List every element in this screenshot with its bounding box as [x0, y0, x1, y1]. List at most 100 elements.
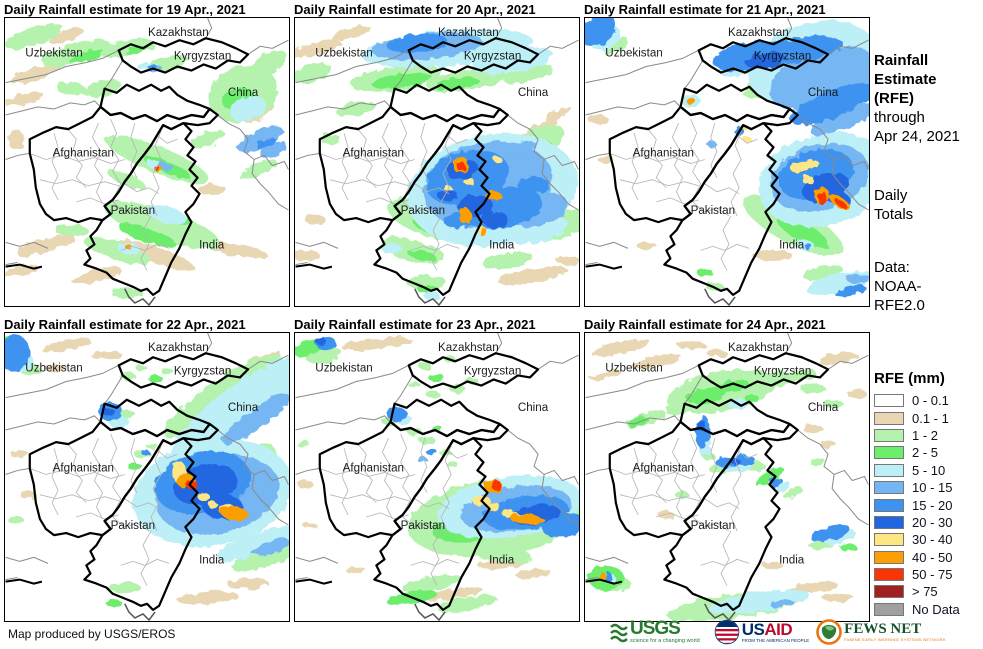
country-label: Pakistan: [111, 519, 156, 532]
country-label: Kyrgyzstan: [754, 49, 811, 62]
country-label: Uzbekistan: [25, 361, 82, 374]
panel-title: Daily Rainfall estimate for 22 Apr., 202…: [4, 317, 246, 332]
legend-row: 15 - 20: [874, 496, 960, 513]
legend-label: No Data: [912, 601, 960, 617]
rainfall-map: Kazakhstan Uzbekistan Kyrgyzstan China Afgha…: [294, 17, 580, 307]
legend-swatch: [874, 428, 904, 442]
legend-swatch: [874, 585, 904, 599]
country-label: Afghanistan: [633, 461, 694, 474]
map-panel-3: Daily Rainfall estimate for 22 Apr., 202…: [4, 317, 290, 622]
legend-row: No Data: [874, 601, 960, 618]
country-label: Kyrgyzstan: [174, 49, 231, 62]
country-label: Pakistan: [691, 204, 736, 217]
panel-title: Daily Rainfall estimate for 21 Apr., 202…: [584, 2, 826, 17]
sidebar-heading: Rainfall Estimate (RFE) through Apr 24, …: [874, 32, 960, 146]
country-label: Afghanistan: [633, 146, 694, 159]
panel-title: Daily Rainfall estimate for 24 Apr., 202…: [584, 317, 826, 332]
country-label: Kazakhstan: [438, 341, 499, 354]
fewsnet-globe-icon: [816, 619, 842, 645]
country-label: Afghanistan: [343, 461, 404, 474]
country-label: Uzbekistan: [605, 361, 662, 374]
legend-label: 0.1 - 1: [912, 410, 949, 426]
maps-grid: Daily Rainfall estimate for 19 Apr., 202…: [4, 2, 870, 622]
legend-swatch: [874, 481, 904, 495]
legend-swatch: [874, 411, 904, 425]
map-panel-5: Daily Rainfall estimate for 24 Apr., 202…: [584, 317, 870, 622]
fewsnet-logo: FEWS NET FAMINE EARLY WARNING SYSTEMS NE…: [816, 619, 946, 645]
country-label: Pakistan: [401, 519, 446, 532]
map-panel-2: Daily Rainfall estimate for 21 Apr., 202…: [584, 2, 870, 307]
legend-label: 2 - 5: [912, 445, 939, 461]
legend-label: 10 - 15: [912, 480, 953, 496]
legend-row: 20 - 30: [874, 514, 960, 531]
usgs-logo: USGS science for a changing world: [610, 619, 700, 645]
legend-swatch: [874, 602, 904, 616]
legend-row: 30 - 40: [874, 531, 960, 548]
country-label: Uzbekistan: [25, 46, 82, 59]
country-label: Kazakhstan: [148, 341, 209, 354]
country-label: China: [808, 86, 839, 99]
usaid-wordmark: USAID: [741, 619, 793, 639]
panel-title: Daily Rainfall estimate for 19 Apr., 202…: [4, 2, 246, 17]
legend-label: 1 - 2: [912, 427, 939, 443]
legend-row: 10 - 15: [874, 479, 960, 496]
panel-title: Daily Rainfall estimate for 20 Apr., 202…: [294, 2, 536, 17]
rfe-through: through Apr 24, 2021: [874, 109, 960, 146]
country-label: Afghanistan: [53, 461, 114, 474]
legend-row: 5 - 10: [874, 462, 960, 479]
rainfall-map: Kazakhstan Uzbekistan Kyrgyzstan China Afgha…: [4, 332, 290, 622]
footer-logos: USGS science for a changing world: [610, 616, 945, 648]
country-label: China: [808, 401, 839, 414]
usgs-wave-icon: [610, 623, 628, 643]
fewsnet-wordmark: FEWS NET: [844, 621, 922, 637]
country-label: India: [779, 238, 805, 251]
legend-label: 30 - 40: [912, 532, 953, 548]
legend-row: 1 - 2: [874, 427, 960, 444]
legend-swatch: [874, 568, 904, 582]
usaid-tagline: FROM THE AMERICAN PEOPLE: [741, 637, 810, 643]
legend-label: 5 - 10: [912, 462, 946, 478]
map-credit: Map produced by USGS/EROS: [8, 627, 176, 641]
country-label: India: [199, 553, 225, 566]
sidebar: Rainfall Estimate (RFE) through Apr 24, …: [874, 0, 982, 649]
legend-label: 20 - 30: [912, 514, 953, 530]
country-label: China: [228, 86, 259, 99]
legend-swatch: [874, 515, 904, 529]
country-label: Kyrgyzstan: [464, 49, 521, 62]
usgs-tagline: science for a changing world: [630, 638, 700, 645]
country-label: Uzbekistan: [315, 361, 372, 374]
legend-row: 0 - 0.1: [874, 392, 960, 409]
country-label: India: [489, 553, 515, 566]
map-panel-0: Daily Rainfall estimate for 19 Apr., 202…: [4, 2, 290, 307]
country-label: Afghanistan: [53, 146, 114, 159]
usgs-wordmark: USGS: [630, 618, 681, 640]
country-label: Kyrgyzstan: [464, 364, 521, 377]
country-label: Pakistan: [111, 204, 156, 217]
legend-swatch: [874, 394, 904, 408]
map-panel-1: Daily Rainfall estimate for 20 Apr., 202…: [294, 2, 580, 307]
rainfall-map: Kazakhstan Uzbekistan Kyrgyzstan China Afgha…: [294, 332, 580, 622]
legend-label: 40 - 50: [912, 549, 953, 565]
legend-row: 2 - 5: [874, 444, 960, 461]
legend-swatch: [874, 550, 904, 564]
country-label: India: [489, 238, 515, 251]
legend-label: > 75: [912, 584, 938, 600]
country-label: India: [779, 553, 805, 566]
fewsnet-tagline: FAMINE EARLY WARNING SYSTEMS NETWORK: [844, 637, 946, 642]
country-label: China: [228, 401, 259, 414]
rainfall-map: Kazakhstan Uzbekistan Kyrgyzstan China Afgha…: [584, 332, 870, 622]
legend-label: 15 - 20: [912, 497, 953, 513]
usaid-logo: USAID FROM THE AMERICAN PEOPLE: [714, 619, 809, 645]
legend-label: 50 - 75: [912, 567, 953, 583]
panel-title: Daily Rainfall estimate for 23 Apr., 202…: [294, 317, 536, 332]
rainfall-map: Kazakhstan Uzbekistan Kyrgyzstan China Afgha…: [584, 17, 870, 307]
country-label: Pakistan: [691, 519, 736, 532]
country-label: China: [518, 401, 549, 414]
legend-label: 0 - 0.1: [912, 393, 949, 409]
legend-swatch: [874, 446, 904, 460]
legend-row: 0.1 - 1: [874, 409, 960, 426]
country-label: Afghanistan: [343, 146, 404, 159]
